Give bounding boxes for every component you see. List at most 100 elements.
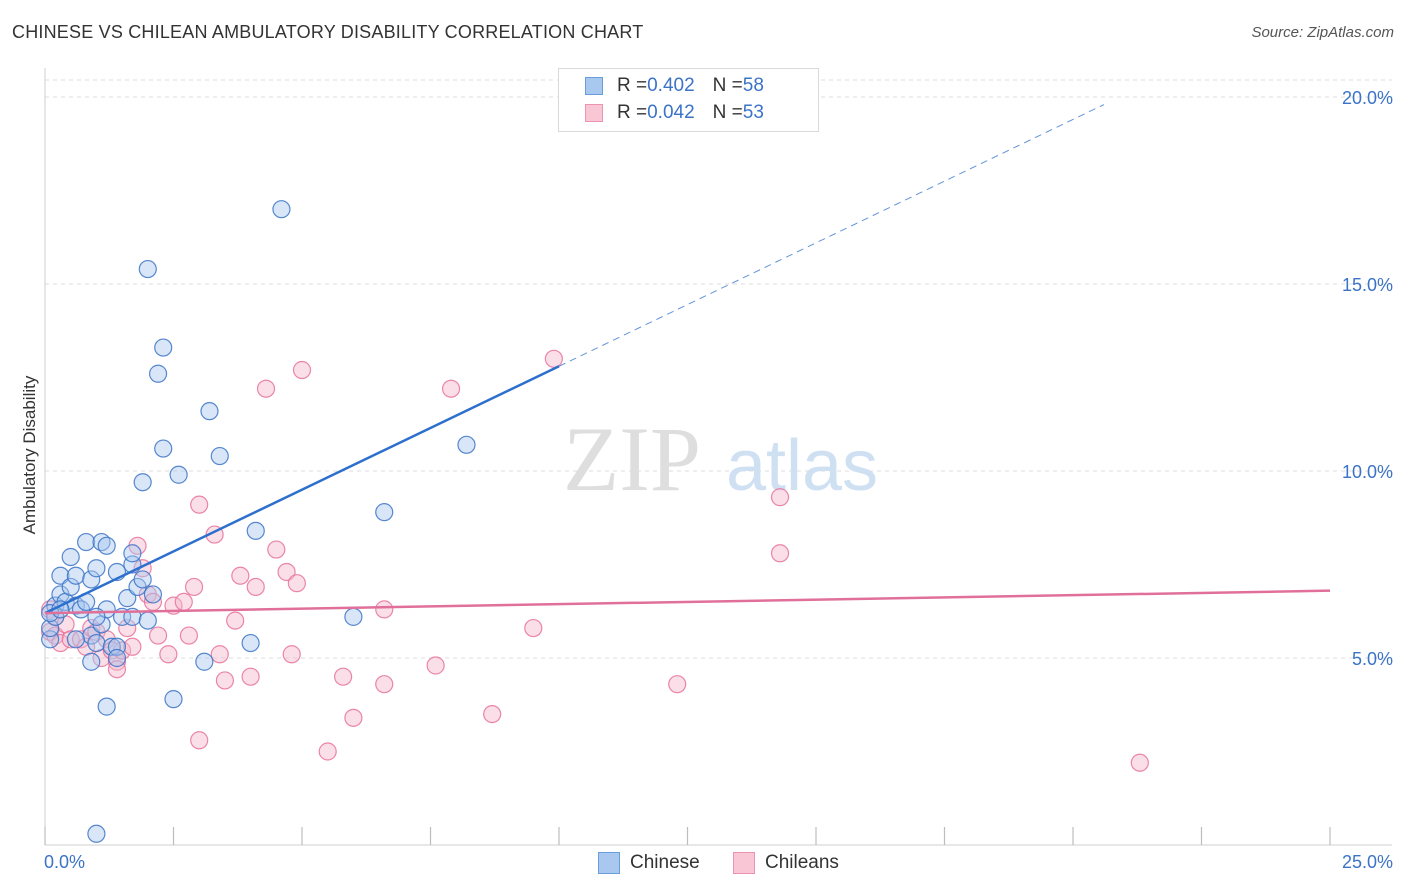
chinese-point-38 <box>143 585 163 604</box>
chileans-point-53 <box>544 349 563 368</box>
chinese-points <box>41 200 476 843</box>
chinese-point-22 <box>97 536 116 555</box>
chileans-point-26 <box>174 592 193 612</box>
chileans-point-24 <box>159 645 178 664</box>
chileans-point-52 <box>524 618 543 638</box>
chinese-point-23 <box>97 600 116 619</box>
legend-n-value: 58 <box>742 75 764 96</box>
chinese-point-17 <box>87 559 106 578</box>
chileans-point-18 <box>123 637 142 656</box>
chileans-point-43 <box>292 360 312 380</box>
source-label: Source: ZipAtlas.com <box>1251 24 1394 41</box>
legend-n-label: N = <box>712 102 743 123</box>
chinese-point-7 <box>61 547 80 567</box>
chinese-point-5 <box>51 566 70 585</box>
chinese-point-29 <box>118 589 137 608</box>
bottom-legend-label-chinese: Chinese <box>630 852 700 873</box>
chinese-point-45 <box>200 402 219 421</box>
legend-n-value: 53 <box>742 102 764 123</box>
chinese-point-35 <box>133 570 152 589</box>
chileans-point-41 <box>282 645 301 664</box>
chileans-point-28 <box>184 577 204 597</box>
chileans-trend-line <box>44 589 1331 615</box>
chileans-point-27 <box>179 626 199 645</box>
y-tick-label-1: 10.0% <box>1342 462 1393 482</box>
chileans-point-55 <box>770 544 790 563</box>
chinese-point-40 <box>154 338 173 357</box>
legend-n-label: N = <box>712 75 743 96</box>
chinese-trend-extension <box>558 104 1105 367</box>
chileans-point-23 <box>148 626 168 645</box>
chinese-point-1 <box>41 618 60 638</box>
bottom-legend-swatch-pink <box>733 852 755 874</box>
chinese-point-51 <box>375 503 394 522</box>
chinese-point-42 <box>164 690 183 709</box>
legend-swatch-pink <box>585 104 603 122</box>
chinese-point-16 <box>82 652 101 671</box>
chinese-point-12 <box>77 532 96 552</box>
chileans-point-46 <box>344 708 363 727</box>
trend-lines <box>44 104 1331 615</box>
chileans-point-4 <box>51 633 70 653</box>
axes <box>44 68 1392 846</box>
chinese-point-27 <box>107 648 127 668</box>
chinese-point-49 <box>272 200 291 219</box>
y-tick-label-2: 15.0% <box>1342 275 1393 295</box>
bottom-legend-swatch-blue <box>598 852 620 874</box>
chinese-point-41 <box>154 439 173 458</box>
chileans-point-38 <box>256 379 276 398</box>
chinese-point-56 <box>87 824 106 843</box>
chinese-point-37 <box>138 259 157 279</box>
chileans-point-34 <box>226 611 245 630</box>
chinese-point-31 <box>123 544 142 563</box>
chinese-point-18 <box>87 633 106 653</box>
chinese-point-50 <box>344 607 363 626</box>
chinese-point-14 <box>82 570 101 589</box>
legend-row-chileans: R = 0.042 N = 53 <box>585 101 764 125</box>
chileans-point-47 <box>375 600 394 619</box>
chinese-point-21 <box>97 697 116 716</box>
legend-r-value: 0.402 <box>647 75 695 96</box>
chileans-point-44 <box>318 742 337 761</box>
chileans-point-37 <box>246 577 265 597</box>
chileans-point-42 <box>287 574 306 593</box>
bottom-legend-chinese: Chinese <box>598 852 700 874</box>
chileans-point-54 <box>668 675 687 694</box>
chinese-point-43 <box>169 465 188 484</box>
chinese-point-9 <box>66 566 85 585</box>
chileans-point-45 <box>334 667 353 686</box>
chileans-point-49 <box>426 656 445 675</box>
chinese-point-52 <box>457 435 476 454</box>
legend-row-chinese: R = 0.402 N = 58 <box>585 74 764 98</box>
chileans-point-40 <box>277 562 296 582</box>
y-tick-label-0: 5.0% <box>1352 649 1393 669</box>
legend-r-label: R = <box>617 102 648 123</box>
x-tick-min: 0.0% <box>44 852 86 872</box>
chileans-point-57 <box>1130 753 1149 772</box>
y-tick-labels: 5.0% 10.0% 15.0% 20.0% <box>1342 88 1393 669</box>
watermark: ZIP atlas <box>563 408 878 510</box>
chileans-point-6 <box>61 630 80 649</box>
legend-r-label: R = <box>617 75 648 96</box>
chinese-point-47 <box>241 633 260 653</box>
chinese-point-39 <box>148 364 168 383</box>
chileans-point-30 <box>190 731 209 750</box>
chinese-point-36 <box>138 611 157 630</box>
y-tick-label-3: 20.0% <box>1342 88 1393 108</box>
bottom-legend-chileans: Chileans <box>733 852 839 874</box>
chinese-point-8 <box>61 577 80 597</box>
chinese-point-24 <box>102 637 121 656</box>
chileans-point-35 <box>231 566 250 585</box>
chileans-point-48 <box>375 675 394 694</box>
chinese-trend-line <box>44 365 560 615</box>
chileans-point-39 <box>267 540 286 559</box>
chinese-point-44 <box>195 652 214 671</box>
chinese-point-57 <box>66 630 85 649</box>
chileans-point-50 <box>441 379 461 398</box>
chileans-point-51 <box>483 704 502 724</box>
chileans-point-32 <box>210 645 229 664</box>
chinese-point-34 <box>133 473 152 492</box>
chart-title: CHINESE VS CHILEAN AMBULATORY DISABILITY… <box>12 22 644 42</box>
legend-r-value: 0.042 <box>647 102 695 123</box>
bottom-legend-label-chileans: Chileans <box>765 852 839 873</box>
